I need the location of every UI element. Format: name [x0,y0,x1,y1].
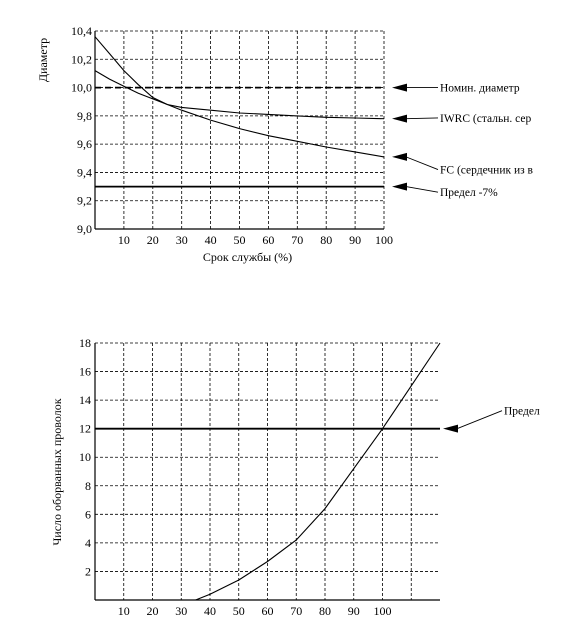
y-tick-label: 9,6 [77,137,92,151]
annotation-arrow [392,182,407,191]
annotation-label: Предел [504,406,540,418]
annotation-label: Номин. диаметр [440,83,520,95]
x-tick-label: 60 [262,604,274,618]
annotation-label: Предел -7% [440,187,498,199]
x-tick-label: 30 [176,233,188,247]
annotation-leader [456,410,503,430]
broken-wires-chart: 2 4 6 8 10 12 14 16 18 10 20 30 40 50 60 70 80 90 100 Число… [50,336,540,618]
diameter-chart: 9,0 9,2 9,4 9,6 9,8 10,0 10,2 10,4 10 20 30 40 50 60 7… [36,24,534,264]
x-tick-label: 20 [147,604,159,618]
y-tick-label: 10 [79,450,91,464]
x-tick-label: 80 [320,233,332,247]
x-tick-label: 30 [175,604,187,618]
y-tick-label: 10,0 [71,81,92,95]
annotation-leader [405,156,439,171]
x-tick-label: 10 [118,233,130,247]
series-line [94,70,385,158]
y-tick-label: 18 [79,336,91,350]
y-tick-label: 9,2 [77,194,92,208]
x-tick-label: 60 [262,233,274,247]
x-tick-label: 70 [291,233,303,247]
y-axis-label: Диаметр [36,38,50,82]
x-tick-label: 10 [118,604,130,618]
x-axis-label: Срок службы (%) [203,250,292,264]
y-tick-label: 10,2 [71,52,92,66]
annotation-arrow [443,424,458,433]
x-tick-label: 100 [374,604,392,618]
y-tick-label: 2 [85,564,91,578]
y-tick-label: 6 [85,507,91,521]
annotation-arrow [392,114,407,123]
x-tick-label: 80 [319,604,331,618]
y-tick-label: 12 [79,422,91,436]
y-tick-label: 9,0 [77,222,92,236]
x-tick-label: 70 [290,604,302,618]
y-tick-label: 14 [79,393,91,407]
y-tick-label: 10,4 [71,24,92,38]
x-tick-label: 40 [205,233,217,247]
series-line [195,342,441,601]
y-tick-label: 9,4 [77,165,92,179]
series-line [94,36,385,120]
y-tick-label: 9,8 [77,109,92,123]
y-tick-label: 4 [85,536,91,550]
y-tick-label: 8 [85,479,91,493]
annotation-label: FC (сердечник из в [440,165,534,177]
x-tick-label: 50 [233,604,245,618]
annotation-arrow [392,152,407,161]
y-axis-label: Число оборванных проволок [50,398,64,545]
x-tick-label: 50 [234,233,246,247]
annotation-label: IWRC (стальн. сер [440,113,531,125]
annotation-arrow [392,83,407,92]
y-tick-label: 16 [79,365,91,379]
x-tick-label: 100 [375,233,393,247]
x-tick-label: 40 [204,604,216,618]
x-tick-label: 20 [147,233,159,247]
x-tick-label: 90 [348,604,360,618]
annotation-leader [405,117,439,120]
annotation-leader [405,186,439,193]
x-tick-label: 90 [349,233,361,247]
